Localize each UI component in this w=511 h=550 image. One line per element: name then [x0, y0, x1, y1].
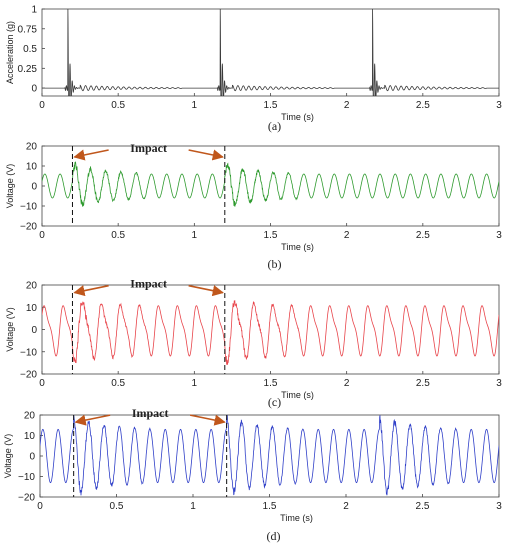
x-tick-label: 0: [39, 100, 45, 111]
y-tick-label: 10: [24, 431, 36, 442]
x-tick-label: 3: [496, 230, 502, 241]
x-tick-label: 0: [39, 378, 45, 389]
y-tick-label: −10: [20, 202, 37, 213]
panel-d: 0 0.5 1 1.5 2 2.5 3 −20 −10 0 10 20 Time (s) Voltage …: [3, 406, 502, 543]
y-tick-label: 20: [26, 142, 38, 153]
x-tick-label: 3: [496, 378, 502, 389]
x-tick-label: 2.5: [416, 501, 430, 512]
plot-frame: [41, 8, 500, 97]
y-axis-label: Voltage (V): [5, 307, 15, 352]
impact-arrow-right: [188, 149, 224, 161]
x-tick-label: 3: [496, 100, 502, 111]
x-tick-label: 1: [190, 501, 196, 512]
panel-caption: (b): [268, 257, 282, 271]
x-axis-label: Time (s): [281, 242, 314, 252]
x-axis-label: Time (s): [281, 390, 314, 400]
plot-frame: [39, 414, 500, 498]
impact-arrow-left: [73, 284, 109, 297]
y-tick-label: 0.25: [18, 64, 38, 75]
y-tick-label: 1: [31, 5, 37, 16]
impact-annotation: Impact: [130, 141, 167, 155]
y-axis-label: Voltage (V): [5, 164, 15, 209]
y-tick-label: −10: [18, 472, 35, 483]
x-tick-label: 2: [344, 100, 350, 111]
x-tick-label: 1.5: [263, 501, 277, 512]
series-line: [42, 299, 499, 365]
y-tick-label: 0: [29, 452, 35, 463]
x-tick-label: 2.5: [416, 230, 430, 241]
plot-frame: [41, 284, 500, 375]
panel-c: 0 0.5 1 1.5 2 2.5 3 −20 −10 0 10 20 Time (s) Voltage …: [5, 277, 502, 409]
x-tick-label: 1: [192, 100, 198, 111]
x-tick-label: 2.5: [416, 378, 430, 389]
y-tick-label: 0.5: [23, 44, 37, 55]
y-axis-label: Voltage (V): [3, 434, 13, 479]
panel-caption: (d): [267, 529, 281, 543]
x-tick-label: 0.5: [110, 501, 124, 512]
x-tick-label: 1.5: [264, 100, 278, 111]
series-line: [42, 9, 499, 96]
series-line: [40, 415, 499, 496]
x-tick-label: 1: [192, 378, 198, 389]
x-tick-label: 1: [192, 230, 198, 241]
x-tick-label: 2: [343, 501, 349, 512]
x-tick-label: 0.5: [111, 230, 125, 241]
x-tick-label: 2.5: [416, 100, 430, 111]
impact-arrow-left: [73, 149, 109, 161]
y-axis-label: Acceleration (g): [5, 21, 15, 84]
x-tick-label: 0.5: [111, 378, 125, 389]
series-line: [42, 161, 499, 207]
impact-annotation: Impact: [130, 277, 167, 291]
y-tick-label: 10: [26, 303, 38, 314]
y-tick-label: −20: [18, 493, 35, 504]
impact-arrow-right: [190, 414, 226, 426]
x-tick-label: 0: [37, 501, 43, 512]
x-tick-label: 1.5: [264, 378, 278, 389]
impact-annotation: Impact: [132, 406, 169, 420]
plot-frame: [41, 145, 500, 227]
x-axis-label: Time (s): [281, 112, 314, 122]
x-tick-label: 2: [344, 378, 350, 389]
x-tick-label: 3: [496, 501, 502, 512]
y-tick-label: 10: [26, 162, 38, 173]
y-tick-label: 0: [31, 84, 37, 95]
x-tick-label: 2: [344, 230, 350, 241]
y-tick-label: 20: [24, 411, 36, 422]
y-tick-label: −20: [20, 222, 37, 233]
y-tick-label: −20: [20, 370, 37, 381]
x-tick-label: 1.5: [264, 230, 278, 241]
y-tick-label: 0: [31, 182, 37, 193]
impact-arrow-right: [188, 284, 224, 297]
panel-caption: (a): [268, 119, 281, 133]
panel-b: 0 0.5 1 1.5 2 2.5 3 −20 −10 0 10 20 Time (s) Voltage …: [5, 141, 502, 271]
y-tick-label: −10: [20, 347, 37, 358]
y-tick-label: 0: [31, 325, 37, 336]
panel-a: 0 0.5 1 1.5 2 2.5 3 0 0.25 0.5 0.75 1 Time (s) Accele…: [5, 5, 502, 134]
y-tick-label: 0.75: [18, 24, 38, 35]
x-tick-label: 0: [39, 230, 45, 241]
panel-caption: (c): [268, 395, 281, 409]
x-tick-label: 0.5: [111, 100, 125, 111]
y-tick-label: 20: [26, 281, 38, 292]
x-axis-label: Time (s): [280, 513, 313, 523]
impact-arrow-left: [74, 414, 111, 426]
